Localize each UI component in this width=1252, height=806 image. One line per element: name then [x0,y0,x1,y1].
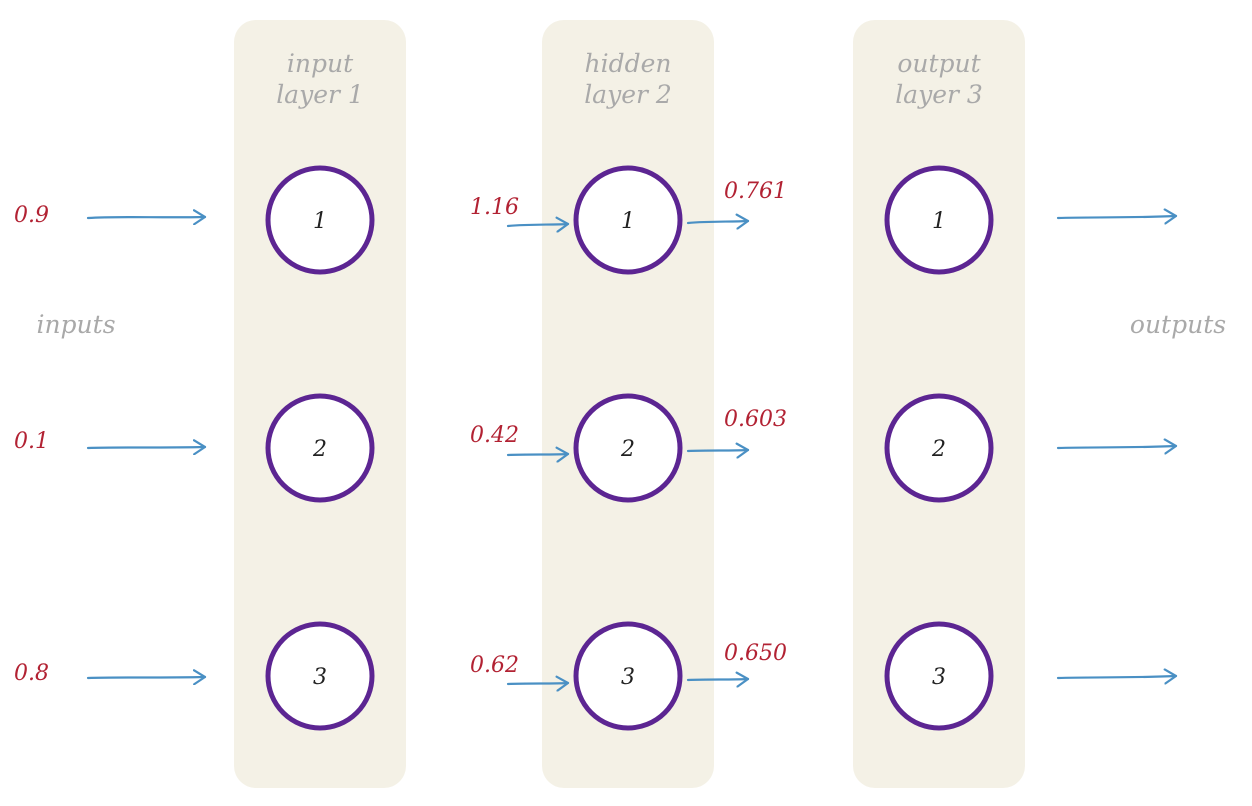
hidden-node-1-label: 1 [621,209,635,234]
hidden-in-arrow-3 [506,683,570,684]
input-arrow-3 [86,677,207,678]
input-value-3: 0.8 [14,661,49,686]
input-value-1: 0.9 [14,203,49,228]
hidden-node-2 [573,393,683,503]
hidden-output-value-2: 0.603 [724,407,787,432]
hidden-node-2-label: 2 [620,437,635,462]
hidden-out-arrow-2 [686,450,750,451]
output-layer-title-line1: output [897,49,981,78]
input-node-1 [265,165,375,275]
hidden-node-1 [573,165,683,275]
hidden-layer-title-line2: layer 2 [584,80,672,109]
hidden-out-arrow-1 [686,221,750,223]
output-node-2 [884,393,994,503]
hidden-in-arrow-1 [506,224,570,226]
hidden-in-arrow-2 [506,454,570,455]
hidden-input-value-3: 0.62 [470,653,519,678]
output-arrow-3 [1056,676,1178,678]
hidden-output-value-1: 0.761 [724,179,787,204]
input-node-1-label: 1 [313,209,327,234]
output-arrow-1 [1056,216,1178,218]
input-layer-title-line1: input [287,49,354,78]
hidden-layer-title-line1: hidden [585,49,672,78]
hidden-node-3 [573,621,683,731]
output-layer-title-line2: layer 3 [895,80,983,109]
output-node-1 [884,165,994,275]
output-node-3-label: 3 [932,665,946,690]
input-node-2 [265,393,375,503]
input-arrow-2 [86,447,207,448]
output-node-1-label: 1 [932,209,946,234]
input-value-2: 0.1 [14,429,49,454]
output-arrow-2 [1056,446,1178,448]
hidden-out-arrow-3 [686,679,750,680]
outputs-label: outputs [1130,310,1226,339]
input-arrow-1 [86,217,207,218]
input-node-2-label: 2 [312,437,327,462]
hidden-node-3-label: 3 [621,665,635,690]
output-node-2-label: 2 [931,437,946,462]
input-layer-title-line2: layer 1 [276,80,364,109]
hidden-output-value-3: 0.650 [724,641,787,666]
output-node-3 [884,621,994,731]
hidden-input-value-1: 1.16 [470,195,519,220]
hidden-input-value-2: 0.42 [470,423,519,448]
input-node-3 [265,621,375,731]
input-node-3-label: 3 [313,665,327,690]
inputs-label: inputs [36,310,115,339]
